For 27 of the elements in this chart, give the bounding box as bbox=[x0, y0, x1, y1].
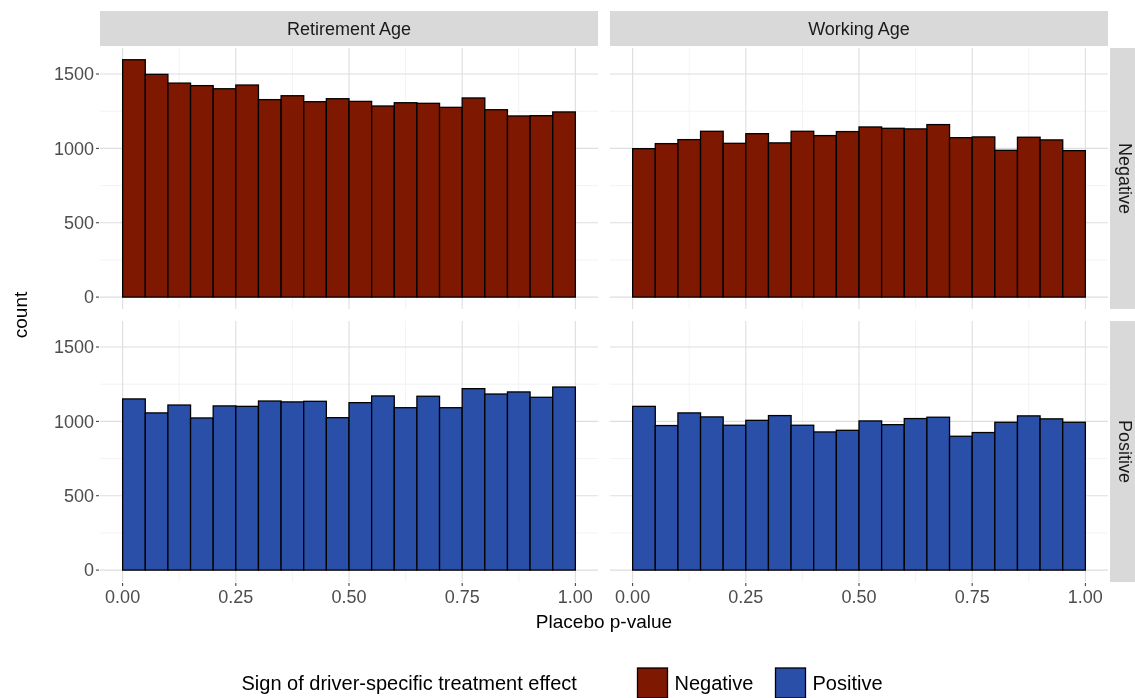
y-tick-label: 0 bbox=[83, 560, 94, 581]
y-tick-label: 1500 bbox=[53, 337, 94, 358]
x-tick-label: 0.50 bbox=[331, 587, 367, 607]
x-tick-label: 1.00 bbox=[557, 587, 593, 607]
y-tick-label: 500 bbox=[63, 213, 94, 234]
x-tick-label: 0.50 bbox=[841, 587, 877, 607]
legend-label: Negative bbox=[674, 672, 754, 694]
y-tick-label: 500 bbox=[63, 486, 94, 507]
y-tick-label: 0 bbox=[83, 287, 94, 308]
x-tick-label: 0.75 bbox=[444, 587, 480, 607]
x-tick-label: 0.00 bbox=[105, 587, 141, 607]
x-tick-label: 1.00 bbox=[1067, 587, 1103, 607]
chart-title: Retirement Age bbox=[286, 18, 412, 39]
x-tick-label: 0.75 bbox=[954, 587, 990, 607]
y-axis-title: count bbox=[10, 291, 31, 339]
y2-axis-title: Negative bbox=[1114, 142, 1135, 215]
y-tick-label: 1000 bbox=[53, 411, 94, 432]
x-tick-label: 0.25 bbox=[728, 587, 764, 607]
legend-title: Sign of driver-specific treatment effect bbox=[241, 672, 578, 694]
y2-axis-title: Positive bbox=[1114, 419, 1135, 484]
y-tick-label: 1000 bbox=[53, 138, 94, 159]
x-axis-title: Placebo p-value bbox=[535, 611, 673, 632]
x-tick-label: 0.00 bbox=[615, 587, 651, 607]
y-tick-label: 1500 bbox=[53, 64, 94, 85]
chart-title: Working Age bbox=[808, 18, 910, 39]
x-tick-label: 0.25 bbox=[218, 587, 254, 607]
text: Positive bbox=[812, 672, 883, 694]
